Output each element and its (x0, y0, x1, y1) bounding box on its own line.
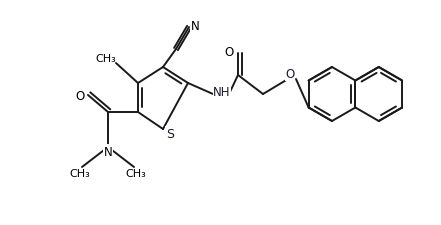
Text: NH: NH (213, 86, 231, 99)
Text: CH₃: CH₃ (126, 168, 146, 178)
Text: N: N (104, 145, 112, 158)
Text: N: N (191, 19, 199, 32)
Text: O: O (75, 89, 85, 102)
Text: CH₃: CH₃ (96, 54, 116, 64)
Text: CH₃: CH₃ (70, 168, 90, 178)
Text: O: O (285, 68, 295, 81)
Text: O: O (224, 45, 234, 58)
Text: S: S (166, 127, 174, 140)
